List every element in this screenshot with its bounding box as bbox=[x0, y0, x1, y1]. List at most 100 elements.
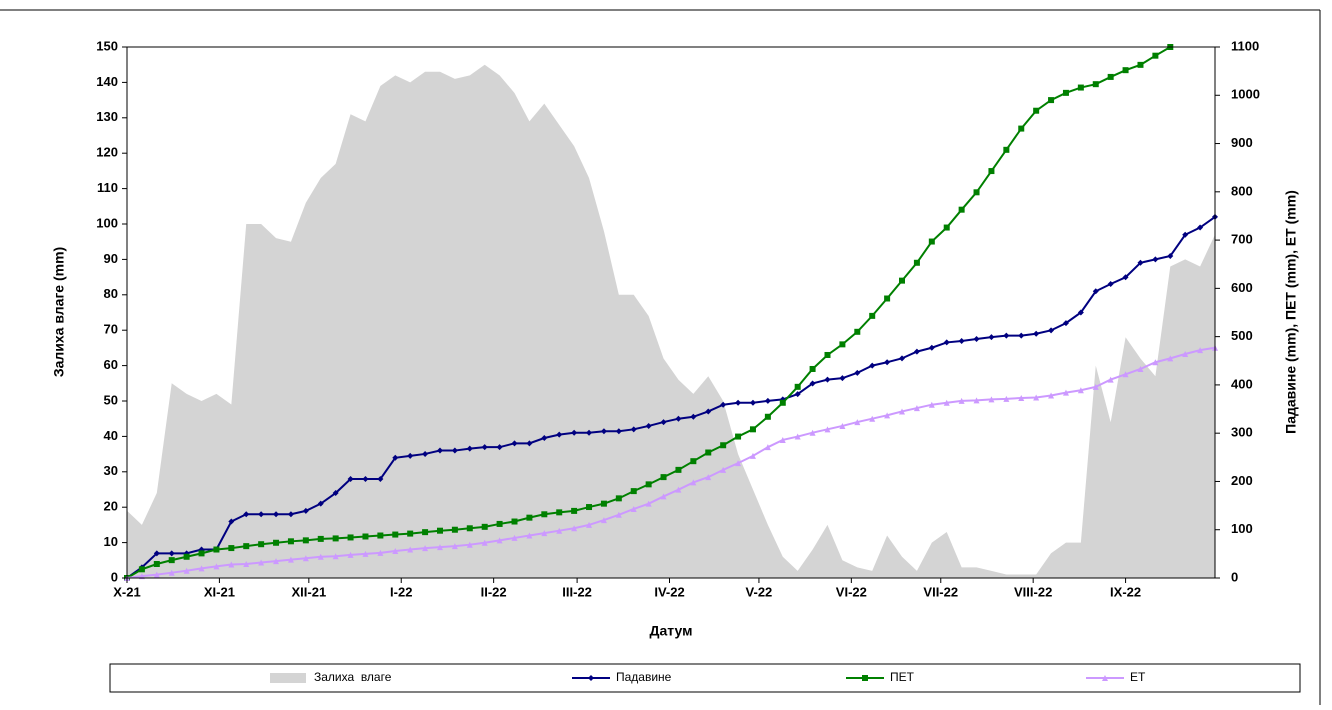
y-tick-label: 40 bbox=[104, 428, 118, 443]
marker bbox=[228, 518, 235, 525]
marker bbox=[1077, 84, 1084, 91]
marker bbox=[436, 544, 443, 551]
marker bbox=[600, 500, 607, 507]
marker bbox=[862, 675, 868, 681]
y-tick-label: 100 bbox=[96, 215, 118, 230]
y-tick-label: 20 bbox=[104, 499, 118, 514]
marker bbox=[1122, 67, 1129, 74]
marker bbox=[764, 413, 771, 420]
marker bbox=[347, 551, 354, 558]
marker bbox=[1077, 387, 1084, 394]
marker bbox=[824, 351, 831, 358]
area bbox=[127, 64, 1215, 578]
marker bbox=[377, 549, 384, 556]
x-tick-label: IV-22 bbox=[654, 584, 684, 599]
x-tick-label: VIII-22 bbox=[1014, 584, 1052, 599]
y2-tick-label: 1100 bbox=[1231, 38, 1259, 53]
marker bbox=[913, 259, 920, 266]
marker bbox=[496, 537, 503, 544]
marker bbox=[869, 312, 876, 319]
marker bbox=[287, 511, 294, 518]
marker bbox=[913, 405, 920, 412]
marker bbox=[720, 442, 727, 449]
marker bbox=[1122, 274, 1129, 281]
y-axis-title: Залиха влаге (mm) bbox=[51, 247, 67, 377]
marker bbox=[943, 224, 950, 231]
marker bbox=[153, 571, 160, 578]
marker bbox=[273, 558, 280, 565]
marker bbox=[183, 553, 190, 560]
y2-tick-label: 500 bbox=[1231, 328, 1253, 343]
marker bbox=[630, 488, 637, 495]
y-tick-label: 140 bbox=[96, 74, 118, 89]
marker bbox=[436, 527, 443, 534]
marker bbox=[809, 429, 816, 436]
marker bbox=[1102, 675, 1108, 681]
marker bbox=[332, 490, 339, 497]
marker bbox=[615, 511, 622, 518]
marker bbox=[899, 277, 906, 284]
marker bbox=[302, 537, 309, 544]
x-tick-label: X-21 bbox=[113, 584, 140, 599]
marker bbox=[1062, 320, 1069, 327]
marker bbox=[958, 206, 965, 213]
marker bbox=[1033, 330, 1040, 337]
marker bbox=[168, 557, 175, 564]
marker bbox=[1137, 365, 1144, 372]
marker bbox=[1197, 224, 1204, 231]
marker bbox=[258, 541, 265, 548]
marker bbox=[1182, 231, 1189, 238]
marker bbox=[1152, 256, 1159, 263]
marker bbox=[1092, 383, 1099, 390]
marker bbox=[407, 530, 414, 537]
marker bbox=[213, 563, 220, 570]
marker bbox=[705, 408, 712, 415]
y-tick-label: 10 bbox=[104, 534, 118, 549]
marker bbox=[332, 553, 339, 560]
marker bbox=[422, 545, 429, 552]
marker bbox=[586, 521, 593, 528]
marker bbox=[1167, 355, 1174, 362]
y-tick-label: 110 bbox=[97, 180, 118, 195]
marker bbox=[1033, 394, 1040, 401]
marker bbox=[749, 426, 756, 433]
marker bbox=[273, 511, 280, 518]
y-tick-label: 120 bbox=[96, 145, 118, 160]
marker bbox=[1197, 347, 1204, 354]
marker bbox=[1018, 125, 1025, 132]
marker bbox=[645, 422, 652, 429]
marker bbox=[615, 495, 622, 502]
marker bbox=[690, 458, 697, 465]
marker bbox=[586, 504, 593, 511]
marker bbox=[928, 401, 935, 408]
marker bbox=[228, 545, 235, 552]
marker bbox=[586, 429, 593, 436]
marker bbox=[958, 397, 965, 404]
marker bbox=[1137, 61, 1144, 68]
marker bbox=[317, 500, 324, 507]
marker bbox=[153, 550, 160, 557]
marker bbox=[287, 556, 294, 563]
marker bbox=[317, 553, 324, 560]
x-tick-label: II-22 bbox=[481, 584, 507, 599]
marker bbox=[645, 500, 652, 507]
marker bbox=[1048, 327, 1055, 334]
marker bbox=[660, 493, 667, 500]
marker bbox=[705, 474, 712, 481]
marker bbox=[466, 525, 473, 532]
marker bbox=[571, 507, 578, 514]
marker bbox=[198, 565, 205, 572]
marker bbox=[481, 444, 488, 451]
marker bbox=[392, 547, 399, 554]
marker bbox=[794, 433, 801, 440]
marker bbox=[884, 412, 891, 419]
y-tick-label: 80 bbox=[104, 286, 118, 301]
marker bbox=[615, 428, 622, 435]
y2-tick-label: 600 bbox=[1231, 280, 1253, 295]
marker bbox=[496, 444, 503, 451]
legend-label: ПЕТ bbox=[890, 670, 915, 684]
marker bbox=[943, 399, 950, 406]
marker bbox=[168, 569, 175, 576]
